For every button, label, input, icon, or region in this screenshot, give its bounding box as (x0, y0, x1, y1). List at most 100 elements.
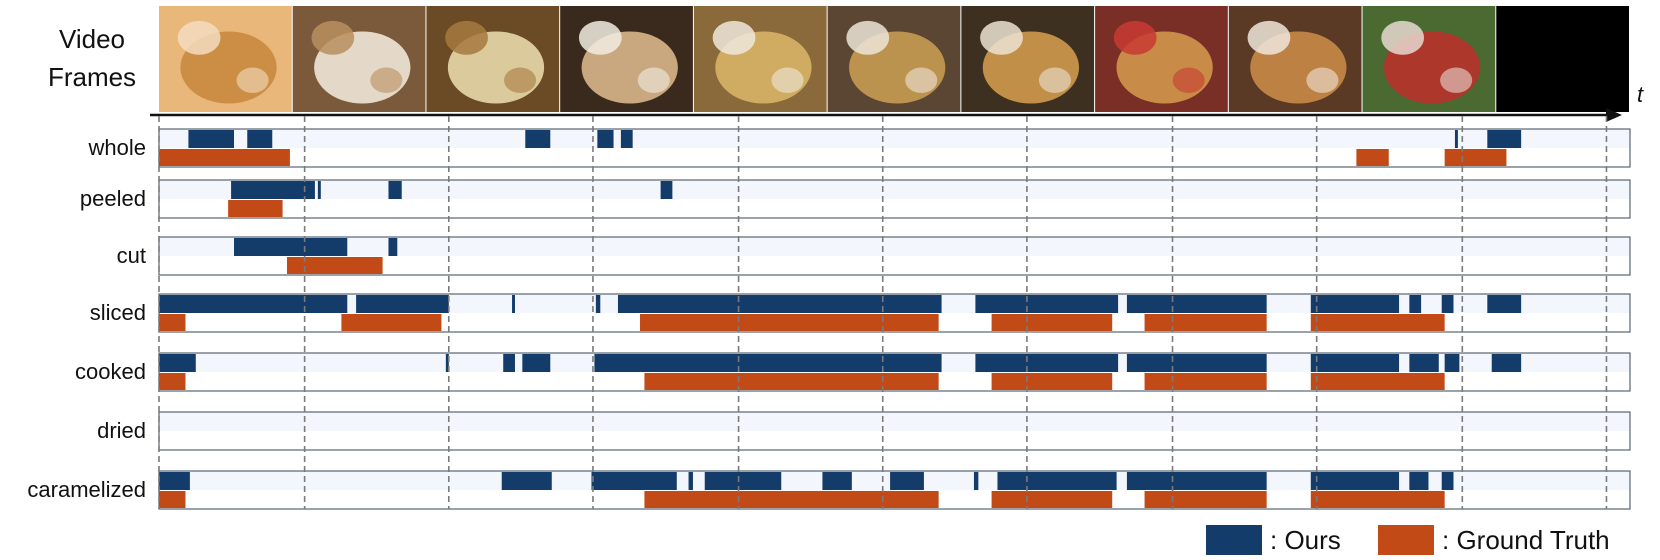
ours-segment (594, 354, 942, 372)
legend-item: : Ground Truth (1378, 525, 1610, 555)
ours-segment (159, 354, 196, 372)
state-rows: whole peeled cut sliced cooked dried carameliz… (27, 128, 1631, 510)
video-frame (1228, 6, 1362, 112)
row-label: caramelized (27, 477, 146, 502)
row-label: cut (117, 243, 146, 268)
state-row-whole: whole (88, 128, 1631, 168)
ours-segment (1126, 354, 1267, 372)
gt-segment (286, 257, 383, 274)
row-label: cooked (75, 359, 146, 384)
ours-segment (688, 472, 693, 490)
ours-segment (1487, 130, 1522, 148)
video-frame (1362, 6, 1496, 112)
video-frames-strip (159, 6, 1629, 112)
ours-segment (356, 295, 449, 313)
ours-segment (822, 472, 852, 490)
row-track-gt (159, 431, 1630, 450)
ours-segment (503, 354, 515, 372)
gt-segment (1144, 373, 1267, 390)
ours-segment (617, 295, 942, 313)
ours-segment (501, 472, 552, 490)
gt-segment (1144, 491, 1267, 508)
row-track-ours (159, 180, 1630, 199)
ours-segment (1441, 472, 1454, 490)
gt-segment (1310, 373, 1445, 390)
state-row-cut: cut (117, 236, 1631, 276)
ours-segment (1491, 354, 1522, 372)
ours-segment (973, 472, 979, 490)
ours-segment (512, 295, 515, 313)
ours-segment (159, 472, 190, 490)
video-frame (426, 6, 560, 112)
legend-swatch (1206, 525, 1262, 555)
video-frame (1496, 6, 1629, 112)
ours-segment (1126, 472, 1267, 490)
video-frame (693, 6, 827, 112)
ours-segment (317, 181, 321, 199)
video-frames-label-line2: Frames (48, 62, 136, 92)
gt-segment (640, 314, 939, 331)
time-axis-arrowhead (1606, 108, 1622, 122)
gt-segment (644, 491, 939, 508)
legend-label: : Ground Truth (1442, 525, 1610, 555)
video-frame (961, 6, 1095, 112)
ours-segment (997, 472, 1117, 490)
video-frame (1095, 6, 1228, 112)
video-frames-label-line1: Video (59, 24, 125, 54)
gt-segment (159, 373, 186, 390)
gt-segment (341, 314, 442, 331)
legend-item: : Ours (1206, 525, 1341, 555)
row-track-gt (159, 199, 1630, 218)
gt-segment (159, 314, 186, 331)
ours-segment (1441, 295, 1454, 313)
ours-segment (1409, 354, 1439, 372)
ours-segment (525, 130, 551, 148)
ours-segment (388, 181, 402, 199)
ours-segment (591, 472, 677, 490)
gt-segment (644, 373, 939, 390)
ours-segment (445, 354, 449, 372)
state-row-dried: dried (97, 411, 1631, 451)
ours-segment (247, 130, 273, 148)
state-row-cooked: cooked (75, 352, 1631, 392)
state-row-sliced: sliced (90, 293, 1631, 333)
ours-segment (595, 295, 601, 313)
ours-segment (231, 181, 315, 199)
ours-segment (1409, 472, 1429, 490)
gt-segment (991, 373, 1113, 390)
ours-segment (1310, 295, 1400, 313)
gt-segment (1356, 149, 1389, 166)
legend-swatch (1378, 525, 1434, 555)
row-label: peeled (80, 186, 146, 211)
gt-segment (1144, 314, 1267, 331)
gt-segment (1444, 149, 1507, 166)
ours-segment (890, 472, 924, 490)
ours-segment (1409, 295, 1422, 313)
ours-segment (620, 130, 633, 148)
ours-segment (1487, 295, 1522, 313)
video-frame (827, 6, 961, 112)
frame-guide-lines (158, 116, 1608, 509)
ours-segment (597, 130, 614, 148)
ours-segment (1310, 354, 1400, 372)
row-border (158, 293, 1631, 333)
ours-segment (159, 295, 348, 313)
gt-segment (1310, 491, 1445, 508)
video-frame (292, 6, 426, 112)
gt-segment (228, 200, 283, 217)
video-frame (159, 6, 292, 112)
ours-segment (188, 130, 235, 148)
legend: : Ours : Ground Truth (1206, 525, 1610, 555)
gt-segment (159, 149, 290, 166)
ours-segment (388, 238, 398, 256)
row-label: dried (97, 418, 146, 443)
row-track-ours (159, 237, 1630, 256)
state-row-peeled: peeled (80, 179, 1631, 219)
time-axis-label: t (1637, 82, 1644, 107)
ours-segment (975, 354, 1119, 372)
row-track-gt (159, 256, 1630, 275)
time-axis: t (150, 82, 1644, 122)
ours-segment (522, 354, 551, 372)
ours-segment (975, 295, 1119, 313)
